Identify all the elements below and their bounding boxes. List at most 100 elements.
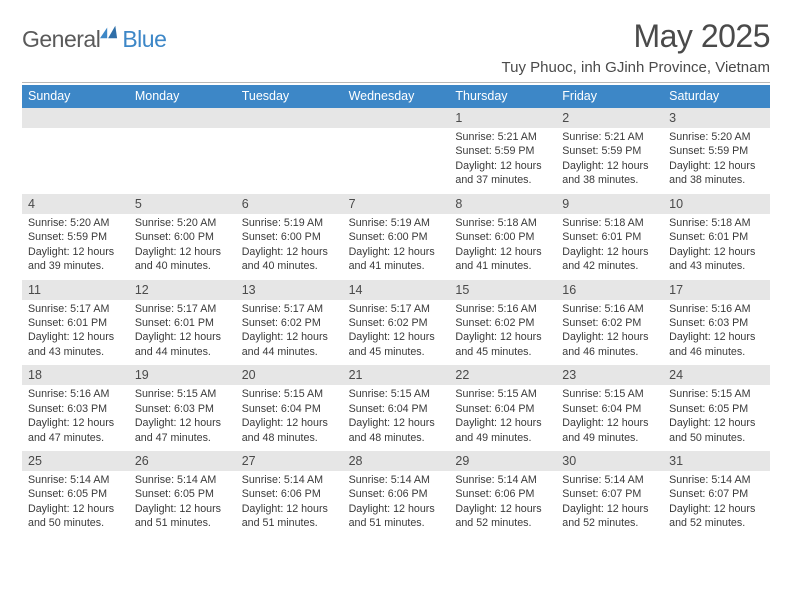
sunset-line: Sunset: 6:06 PM — [455, 487, 550, 501]
daytext-row: Sunrise: 5:17 AMSunset: 6:01 PMDaylight:… — [22, 300, 770, 366]
sunrise-line: Sunrise: 5:15 AM — [669, 387, 764, 401]
sunset-line: Sunset: 6:07 PM — [669, 487, 764, 501]
sunrise-line: Sunrise: 5:15 AM — [562, 387, 657, 401]
dow-cell: Wednesday — [343, 85, 450, 108]
day-number: 11 — [22, 280, 129, 300]
sunrise-line: Sunrise: 5:21 AM — [455, 130, 550, 144]
sunrise-line: Sunrise: 5:18 AM — [562, 216, 657, 230]
sunset-line: Sunset: 6:03 PM — [135, 402, 230, 416]
daylight-line: Daylight: 12 hours and 48 minutes. — [242, 416, 337, 445]
dow-cell: Thursday — [449, 85, 556, 108]
sunset-line: Sunset: 6:04 PM — [455, 402, 550, 416]
daynum-row: 45678910 — [22, 194, 770, 214]
day-number — [129, 108, 236, 128]
calendar-grid: SundayMondayTuesdayWednesdayThursdayFrid… — [22, 85, 770, 537]
sunset-line: Sunset: 6:04 PM — [349, 402, 444, 416]
daylight-line: Daylight: 12 hours and 49 minutes. — [455, 416, 550, 445]
dow-row: SundayMondayTuesdayWednesdayThursdayFrid… — [22, 85, 770, 108]
sunrise-line: Sunrise: 5:15 AM — [242, 387, 337, 401]
day-number: 17 — [663, 280, 770, 300]
day-cell: Sunrise: 5:14 AMSunset: 6:05 PMDaylight:… — [22, 471, 129, 537]
day-number: 20 — [236, 365, 343, 385]
month-title: May 2025 — [502, 18, 770, 55]
daylight-line: Daylight: 12 hours and 38 minutes. — [562, 159, 657, 188]
sunset-line: Sunset: 5:59 PM — [562, 144, 657, 158]
day-number: 21 — [343, 365, 450, 385]
day-number: 16 — [556, 280, 663, 300]
sunrise-line: Sunrise: 5:20 AM — [28, 216, 123, 230]
sunset-line: Sunset: 6:07 PM — [562, 487, 657, 501]
day-cell: Sunrise: 5:17 AMSunset: 6:01 PMDaylight:… — [129, 300, 236, 366]
daylight-line: Daylight: 12 hours and 41 minutes. — [455, 245, 550, 274]
day-number — [236, 108, 343, 128]
day-number: 8 — [449, 194, 556, 214]
location-label: Tuy Phuoc, inh GJinh Province, Vietnam — [502, 59, 770, 76]
sunset-line: Sunset: 6:02 PM — [242, 316, 337, 330]
sunrise-line: Sunrise: 5:21 AM — [562, 130, 657, 144]
sunrise-line: Sunrise: 5:17 AM — [242, 302, 337, 316]
day-number: 27 — [236, 451, 343, 471]
day-number: 23 — [556, 365, 663, 385]
sunset-line: Sunset: 6:06 PM — [349, 487, 444, 501]
day-cell: Sunrise: 5:20 AMSunset: 5:59 PMDaylight:… — [663, 128, 770, 194]
daylight-line: Daylight: 12 hours and 44 minutes. — [242, 330, 337, 359]
day-cell: Sunrise: 5:17 AMSunset: 6:02 PMDaylight:… — [236, 300, 343, 366]
sunset-line: Sunset: 6:00 PM — [135, 230, 230, 244]
day-cell: Sunrise: 5:21 AMSunset: 5:59 PMDaylight:… — [449, 128, 556, 194]
daylight-line: Daylight: 12 hours and 52 minutes. — [669, 502, 764, 531]
dow-cell: Saturday — [663, 85, 770, 108]
day-number: 24 — [663, 365, 770, 385]
header: General Blue May 2025 Tuy Phuoc, inh GJi… — [22, 18, 770, 76]
sunset-line: Sunset: 5:59 PM — [669, 144, 764, 158]
day-cell: Sunrise: 5:14 AMSunset: 6:07 PMDaylight:… — [556, 471, 663, 537]
title-block: May 2025 Tuy Phuoc, inh GJinh Province, … — [502, 18, 770, 76]
sunrise-line: Sunrise: 5:20 AM — [135, 216, 230, 230]
day-cell: Sunrise: 5:14 AMSunset: 6:07 PMDaylight:… — [663, 471, 770, 537]
day-cell: Sunrise: 5:18 AMSunset: 6:00 PMDaylight:… — [449, 214, 556, 280]
day-number: 3 — [663, 108, 770, 128]
sunrise-line: Sunrise: 5:15 AM — [349, 387, 444, 401]
sunrise-line: Sunrise: 5:17 AM — [135, 302, 230, 316]
day-cell: Sunrise: 5:18 AMSunset: 6:01 PMDaylight:… — [663, 214, 770, 280]
daylight-line: Daylight: 12 hours and 45 minutes. — [349, 330, 444, 359]
day-cell: Sunrise: 5:19 AMSunset: 6:00 PMDaylight:… — [343, 214, 450, 280]
day-cell: Sunrise: 5:20 AMSunset: 6:00 PMDaylight:… — [129, 214, 236, 280]
sunrise-line: Sunrise: 5:17 AM — [349, 302, 444, 316]
sunset-line: Sunset: 5:59 PM — [455, 144, 550, 158]
daylight-line: Daylight: 12 hours and 37 minutes. — [455, 159, 550, 188]
day-number: 14 — [343, 280, 450, 300]
day-cell — [22, 128, 129, 194]
sunrise-line: Sunrise: 5:16 AM — [455, 302, 550, 316]
daylight-line: Daylight: 12 hours and 46 minutes. — [669, 330, 764, 359]
day-cell: Sunrise: 5:15 AMSunset: 6:03 PMDaylight:… — [129, 385, 236, 451]
logo-word-general: General — [22, 26, 100, 53]
day-cell — [129, 128, 236, 194]
daytext-row: Sunrise: 5:20 AMSunset: 5:59 PMDaylight:… — [22, 214, 770, 280]
sunset-line: Sunset: 6:01 PM — [669, 230, 764, 244]
daylight-line: Daylight: 12 hours and 45 minutes. — [455, 330, 550, 359]
daylight-line: Daylight: 12 hours and 41 minutes. — [349, 245, 444, 274]
day-number: 4 — [22, 194, 129, 214]
daylight-line: Daylight: 12 hours and 48 minutes. — [349, 416, 444, 445]
weeks-container: 123Sunrise: 5:21 AMSunset: 5:59 PMDaylig… — [22, 108, 770, 537]
daylight-line: Daylight: 12 hours and 42 minutes. — [562, 245, 657, 274]
day-cell: Sunrise: 5:16 AMSunset: 6:03 PMDaylight:… — [22, 385, 129, 451]
sunset-line: Sunset: 6:02 PM — [562, 316, 657, 330]
sunrise-line: Sunrise: 5:16 AM — [28, 387, 123, 401]
daylight-line: Daylight: 12 hours and 52 minutes. — [455, 502, 550, 531]
day-cell: Sunrise: 5:14 AMSunset: 6:06 PMDaylight:… — [449, 471, 556, 537]
day-number: 5 — [129, 194, 236, 214]
sunset-line: Sunset: 6:06 PM — [242, 487, 337, 501]
dow-cell: Sunday — [22, 85, 129, 108]
day-number: 10 — [663, 194, 770, 214]
sunset-line: Sunset: 6:01 PM — [135, 316, 230, 330]
logo: General Blue — [22, 18, 166, 53]
day-number: 28 — [343, 451, 450, 471]
day-number: 31 — [663, 451, 770, 471]
sunset-line: Sunset: 6:00 PM — [242, 230, 337, 244]
sunset-line: Sunset: 6:02 PM — [455, 316, 550, 330]
sunset-line: Sunset: 6:05 PM — [28, 487, 123, 501]
sunrise-line: Sunrise: 5:18 AM — [455, 216, 550, 230]
daytext-row: Sunrise: 5:14 AMSunset: 6:05 PM Daylight:… — [22, 471, 770, 537]
sunrise-line: Sunrise: 5:14 AM — [28, 473, 123, 487]
